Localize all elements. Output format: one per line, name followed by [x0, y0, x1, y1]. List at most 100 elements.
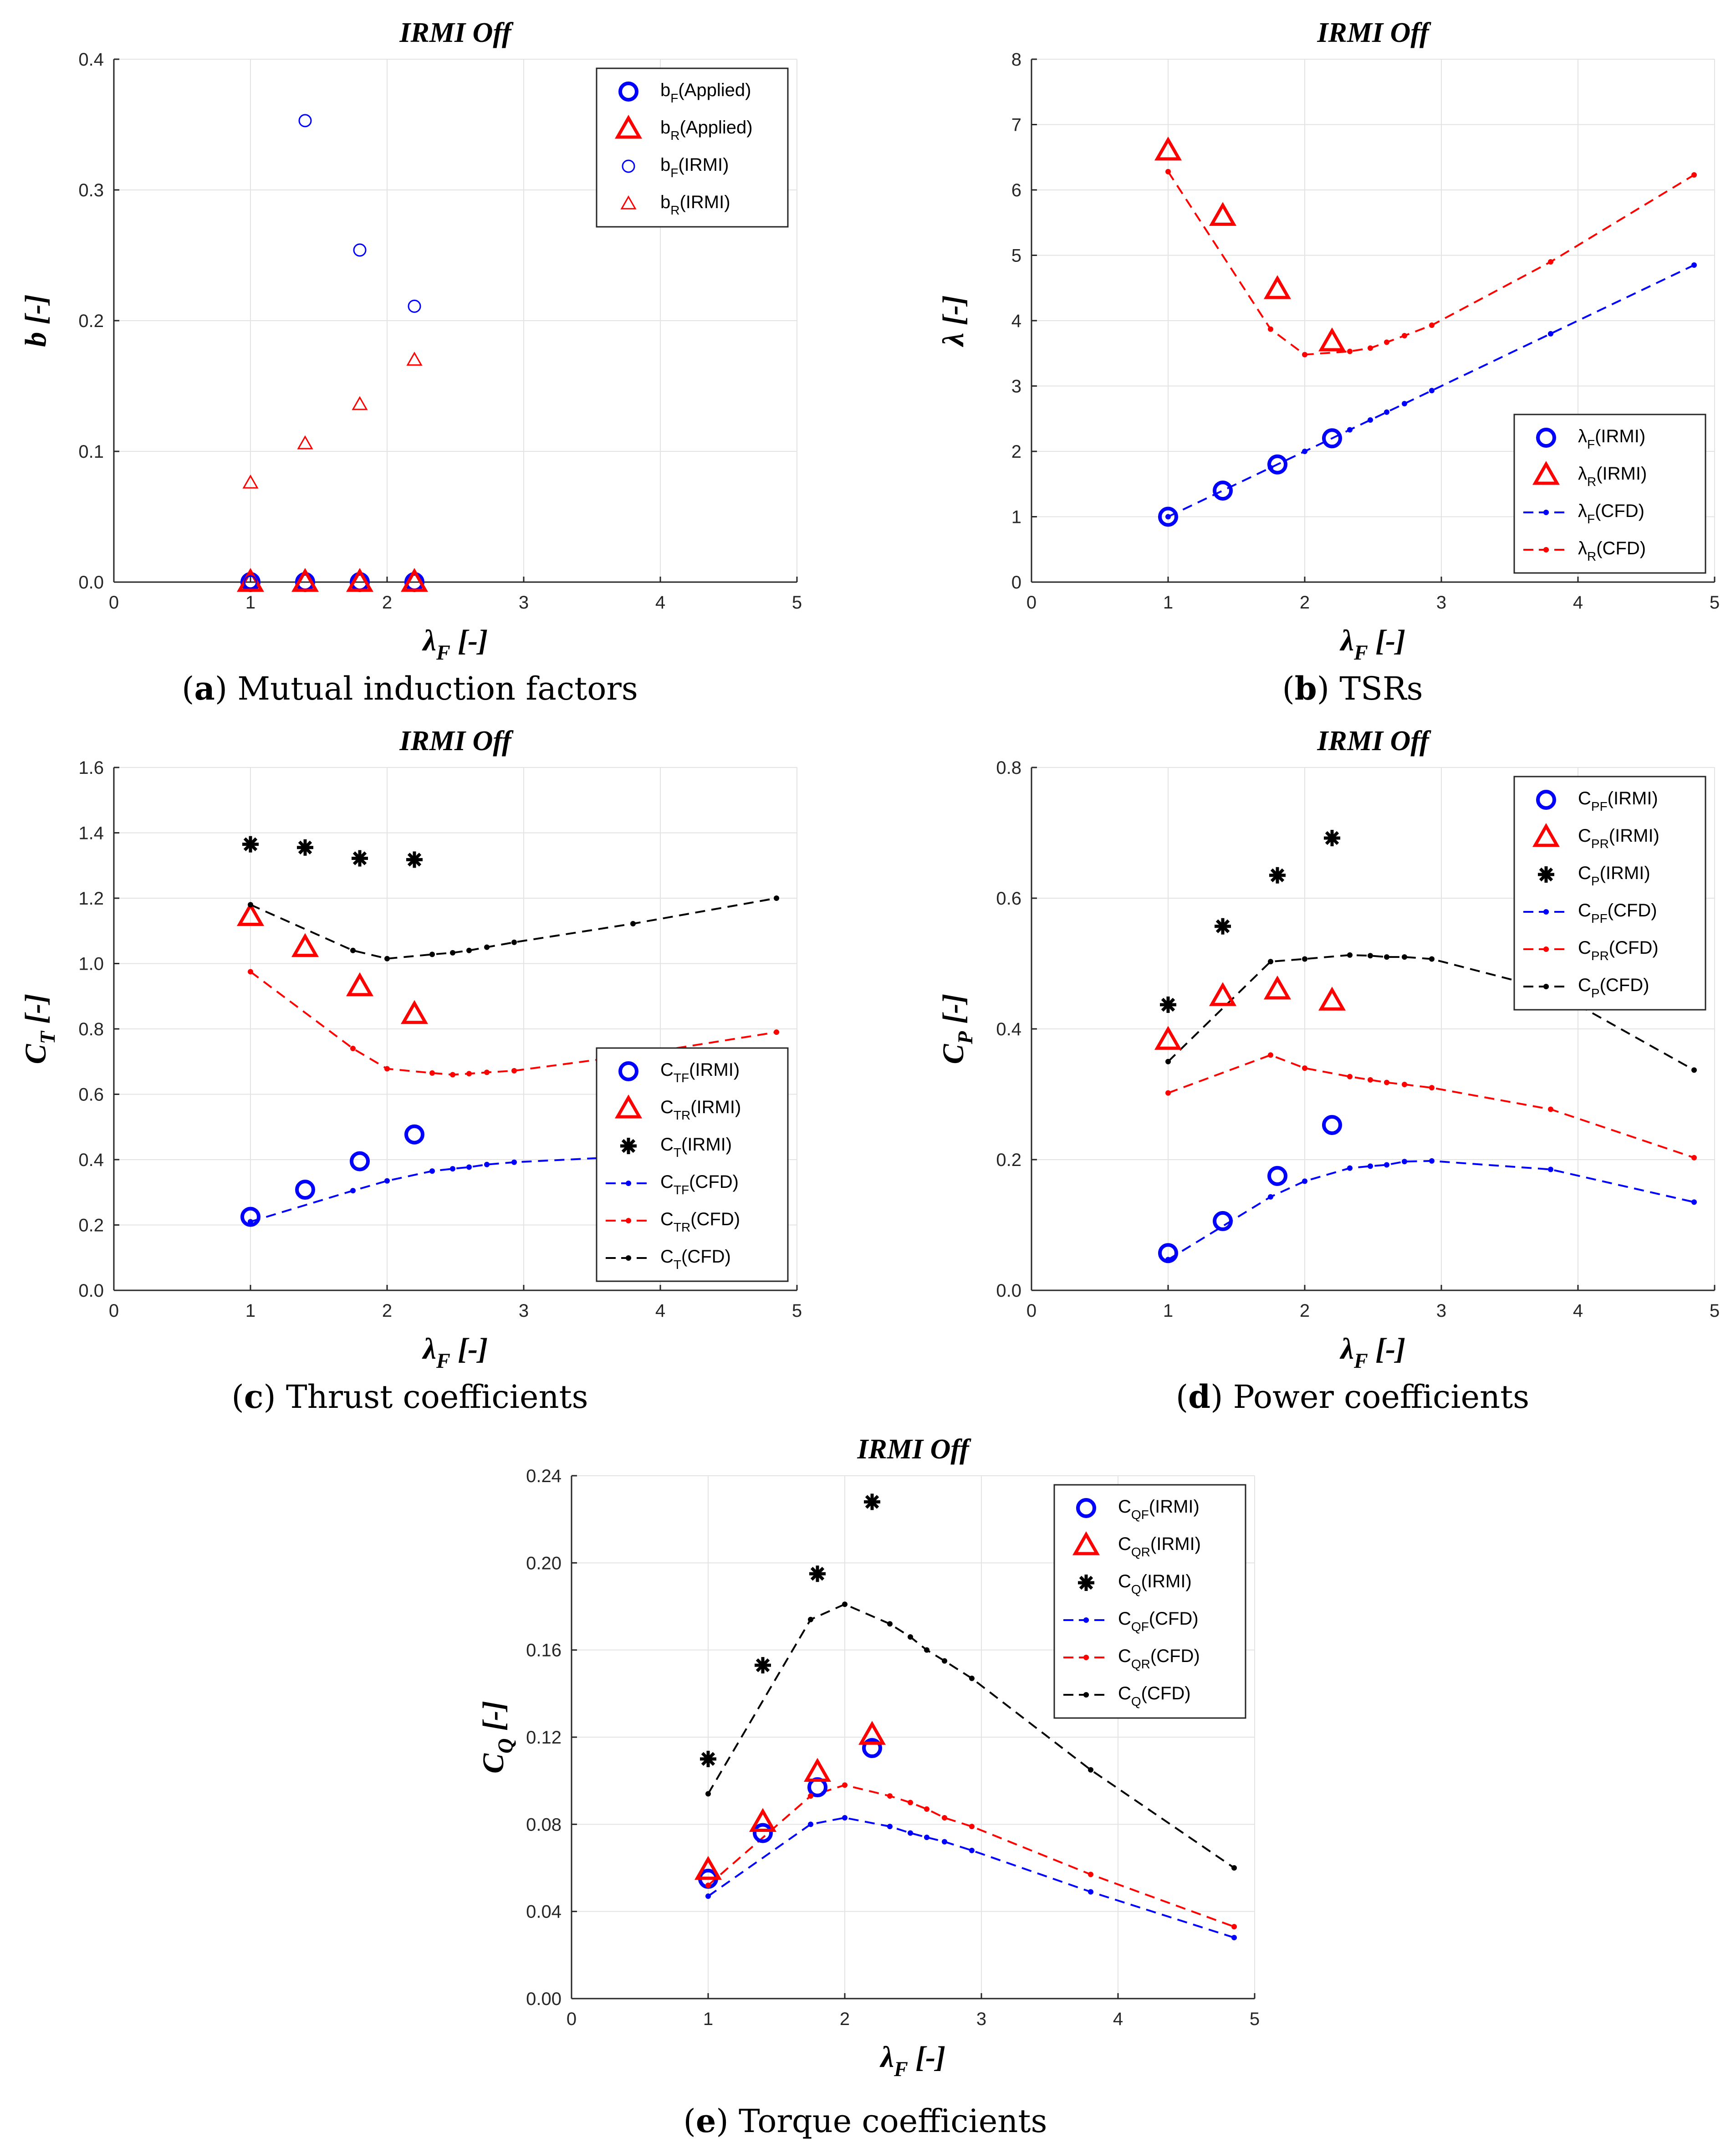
data-point [1165, 514, 1171, 520]
x-tick-label: 1 [1163, 593, 1173, 613]
data-point [1691, 1199, 1697, 1205]
series-markers [1165, 1158, 1697, 1263]
y-axis-label: b [-] [19, 294, 52, 347]
legend-marker [1543, 909, 1549, 915]
data-point [484, 1069, 490, 1075]
legend-label: CQR(CFD) [1118, 1646, 1200, 1671]
data-point [1302, 1178, 1307, 1184]
y-tick-label: 7 [1011, 115, 1021, 135]
data-point [887, 1621, 893, 1627]
data-point [774, 1029, 779, 1035]
legend-marker [618, 1061, 638, 1081]
data-point [1368, 345, 1373, 351]
data-point [942, 1658, 947, 1664]
data-point [1368, 417, 1373, 423]
legend-label: bR(Applied) [660, 118, 753, 143]
data-point [1209, 202, 1237, 226]
data-point [295, 1180, 315, 1200]
x-axis-label: λF [-] [422, 1332, 488, 1372]
series-line [250, 971, 777, 1076]
x-tick-label: 1 [245, 593, 255, 613]
x-tick-label: 1 [1163, 1301, 1173, 1321]
legend-marker [1078, 1575, 1094, 1591]
data-point [705, 1791, 711, 1797]
x-tick-label: 4 [1573, 593, 1583, 613]
data-point [297, 435, 313, 450]
series-line [1168, 1054, 1695, 1159]
data-point [484, 944, 490, 950]
chart-c: 0 1 2 3 4 5 0.0 0.2 0.4 0.6 0.8 1.0 1.2 1.4 1.6 IRMI Of… [19, 726, 802, 1372]
legend-label: CTF(IRMI) [660, 1060, 740, 1085]
data-point [755, 1657, 771, 1674]
data-point [1158, 506, 1178, 527]
chart-title: IRMI Off [399, 17, 514, 48]
data-point [1322, 428, 1342, 449]
y-tick-label: 3 [1011, 377, 1021, 397]
y-tick-label: 0.2 [78, 1216, 104, 1236]
series-markers [1160, 829, 1340, 1013]
data-point [887, 1824, 893, 1830]
legend-label: CPF(IRMI) [1578, 788, 1658, 813]
x-axis-label: λF [-] [1339, 1332, 1406, 1372]
x-tick-label: 3 [1436, 593, 1446, 613]
series-markers [244, 114, 421, 589]
data-point [244, 575, 257, 589]
data-point [1267, 1166, 1287, 1186]
data-point [1429, 322, 1435, 328]
data-point [1231, 1935, 1237, 1941]
data-point [1165, 1090, 1171, 1096]
x-tick-label: 2 [1300, 593, 1310, 613]
legend-label: CQ(CFD) [1118, 1683, 1191, 1708]
data-point [908, 1830, 913, 1836]
y-tick-label: 0.6 [996, 889, 1021, 909]
data-point [291, 933, 319, 957]
series-line [1168, 264, 1695, 518]
series-markers [248, 969, 779, 1078]
data-point [1384, 409, 1389, 415]
data-point [858, 1721, 886, 1745]
data-point [1324, 829, 1340, 846]
legend-marker [1536, 790, 1556, 810]
chart-d: 0 1 2 3 4 5 0.0 0.2 0.4 0.6 0.8 IRMI Off λF [-] CP [-… [937, 726, 1720, 1372]
series-markers [236, 902, 429, 1024]
legend-marker [614, 114, 643, 139]
data-point [1548, 331, 1553, 337]
y-tick-label: 0.3 [78, 180, 104, 200]
y-tick-label: 0.4 [78, 50, 104, 70]
series-markers [694, 1721, 886, 1880]
y-tick-label: 0.20 [526, 1553, 562, 1573]
y-tick-label: 0.12 [526, 1728, 562, 1748]
y-tick-label: 0.8 [78, 1019, 104, 1039]
legend-label: CQ(IRMI) [1118, 1571, 1192, 1596]
data-point [1368, 1163, 1373, 1169]
data-point [429, 1168, 435, 1174]
data-point [1263, 275, 1292, 299]
data-point [969, 1675, 975, 1681]
legend-label: λR(IRMI) [1578, 464, 1647, 489]
series-line [1167, 1160, 1695, 1261]
data-point [450, 1072, 455, 1078]
data-point [924, 1806, 929, 1812]
x-tick-label: 5 [1710, 593, 1720, 613]
data-point [384, 956, 390, 961]
data-point [1318, 987, 1346, 1011]
data-point [1429, 956, 1435, 962]
caption-d: (d) Power coefficients [1175, 1378, 1530, 1416]
series-markers [242, 836, 423, 868]
legend-marker [1536, 428, 1556, 448]
legend-label: CTF(CFD) [660, 1172, 739, 1197]
data-point [1088, 1872, 1093, 1877]
series-markers [242, 352, 423, 489]
data-point [466, 1164, 472, 1170]
data-point [705, 1893, 711, 1899]
data-point [1165, 1059, 1171, 1064]
data-point [1691, 262, 1697, 268]
data-point [1154, 1026, 1182, 1050]
data-point [1402, 401, 1407, 407]
data-point [1269, 867, 1286, 884]
y-tick-label: 0.2 [78, 311, 104, 331]
legend-marker [626, 1255, 631, 1261]
data-point [384, 1066, 390, 1072]
legend-label: CQF(CFD) [1118, 1609, 1199, 1634]
x-tick-label: 3 [1436, 1301, 1446, 1321]
